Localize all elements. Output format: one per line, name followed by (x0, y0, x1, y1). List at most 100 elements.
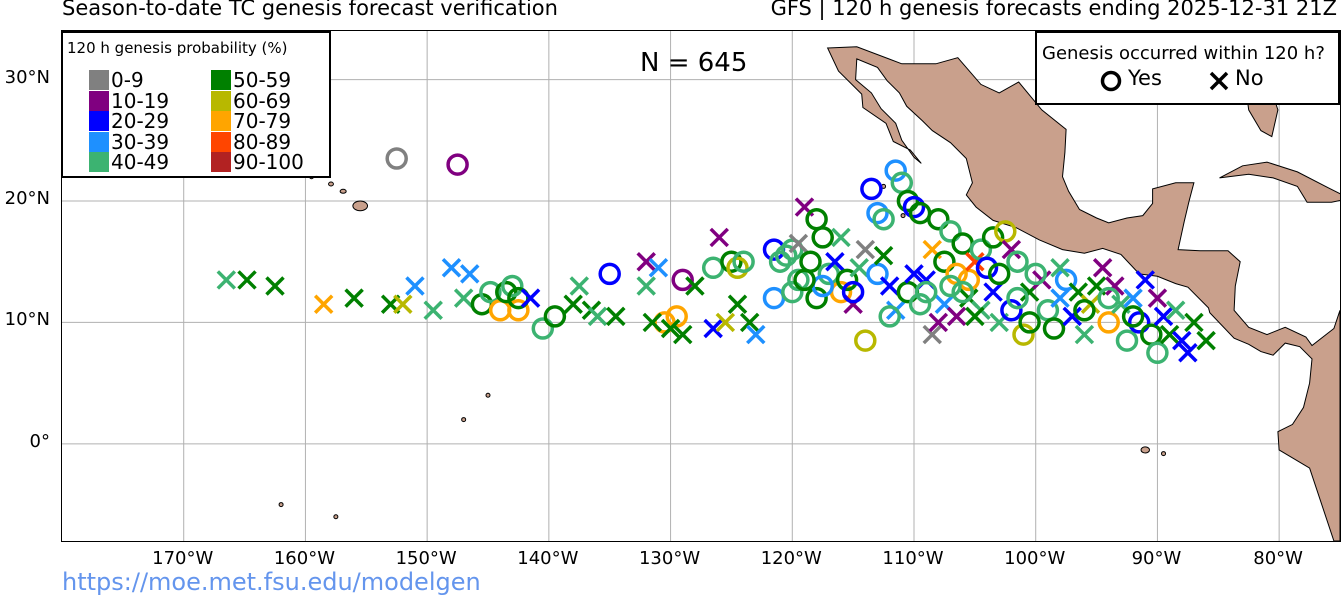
genesis-no-marker (739, 312, 760, 333)
longitude-label: 120°W (760, 548, 822, 569)
genesis-yes-marker (841, 280, 865, 304)
genesis-yes-marker (939, 220, 962, 243)
genesis-no-marker (1178, 343, 1198, 363)
legend-bin-label: 20-29 (111, 109, 170, 133)
model-run-title: GFS | 120 h genesis forecasts ending 202… (770, 0, 1337, 20)
genesis-no-marker (1062, 306, 1082, 327)
legend-bin-label: 60-69 (233, 88, 292, 113)
genesis-yes-marker (671, 268, 694, 292)
legend-swatch (211, 90, 231, 111)
genesis-no-marker (520, 288, 541, 308)
latitude-label: 20°N (4, 188, 50, 209)
cuba (1219, 161, 1340, 203)
genesis-yes-marker (507, 299, 530, 322)
island (339, 188, 347, 194)
genesis-yes-marker (805, 207, 828, 231)
genesis-yes-marker (914, 280, 938, 304)
genesis-no-marker (569, 276, 590, 296)
legend-bin-label: 50-59 (233, 68, 292, 92)
genesis-yes-marker (896, 189, 920, 213)
genesis-yes-marker (598, 262, 621, 286)
genesis-yes-marker (1121, 305, 1145, 328)
latitude-label: 10°N (4, 309, 50, 331)
genesis-no-marker (946, 306, 967, 327)
genesis-no-marker (393, 294, 413, 314)
legend-swatch (89, 152, 109, 172)
genesis-no-marker (1135, 270, 1155, 290)
genesis-yes-marker (1073, 299, 1096, 322)
genesis-no-marker (313, 294, 334, 314)
genesis-no-marker (453, 288, 474, 308)
genesis-no-marker (1050, 288, 1070, 308)
genesis-no-marker (727, 294, 748, 314)
genesis-yes-marker (479, 280, 502, 304)
source-url-link[interactable]: https://moe.met.fsu.edu/modelgen (62, 568, 481, 596)
genesis-yes-marker (951, 232, 974, 255)
genesis-yes-marker (787, 268, 810, 292)
genesis-no-marker (1074, 324, 1095, 345)
genesis-no-marker (265, 276, 285, 296)
genesis-yes-marker (878, 305, 901, 328)
genesis-no-marker (673, 324, 693, 345)
genesis-yes-marker (1000, 299, 1023, 322)
genesis-yes-marker (507, 286, 530, 310)
genesis-no-marker (855, 239, 876, 260)
genesis-yes-marker (981, 226, 1005, 249)
genesis-yes-marker (908, 292, 932, 316)
longitude-label: 170°W (152, 548, 214, 569)
genesis-yes-marker (488, 299, 512, 322)
genesis-yes-marker (811, 226, 834, 249)
genesis-no-marker (904, 264, 924, 284)
genesis-no-marker (648, 258, 669, 278)
legend-bin-label: 0-9 (111, 68, 144, 92)
genesis-yes-marker (768, 250, 792, 273)
legend-swatch (211, 152, 231, 172)
genesis-no-marker (1001, 239, 1022, 260)
genesis-yes-marker (805, 286, 828, 310)
legend-swatch (211, 111, 231, 131)
genesis-no-marker (928, 312, 949, 333)
genesis-yes-marker (1140, 323, 1163, 346)
island (461, 417, 467, 423)
genesis-yes-marker (501, 274, 524, 298)
yes-label: Yes (1128, 66, 1162, 90)
genesis-yes-marker (939, 274, 962, 298)
legend-bin-label: 80-89 (233, 129, 292, 154)
genesis-yes-marker (543, 305, 567, 328)
genesis-no-marker (1165, 300, 1186, 321)
genesis-yes-marker (781, 238, 804, 261)
no-label: No (1235, 66, 1264, 90)
longitude-label: 130°W (638, 548, 701, 569)
genesis-yes-marker (927, 207, 950, 231)
genesis-yes-marker (1115, 329, 1139, 352)
genesis-no-marker (1172, 330, 1192, 351)
genesis-no-marker (685, 276, 705, 296)
page-title: Season-to-date TC genesis forecast verif… (62, 0, 558, 20)
genesis-no-marker (1184, 312, 1204, 333)
genesis-no-marker (423, 300, 443, 321)
genesis-no-marker (563, 294, 583, 314)
genesis-yes-marker (1042, 317, 1066, 340)
genesis-no-marker (1050, 258, 1070, 278)
genesis-yes-marker (1006, 286, 1029, 310)
genesis-yes-marker (835, 268, 859, 292)
genesis-yes-marker (1012, 323, 1035, 346)
genesis-no-marker (636, 251, 656, 272)
genesis-no-marker (344, 288, 364, 308)
map-panel (61, 30, 1341, 542)
genesis-yes-marker (933, 250, 956, 273)
island (328, 181, 334, 187)
longitude-label: 80°W (1253, 548, 1303, 569)
genesis-yes-marker (902, 195, 926, 219)
genesis-no-marker (606, 306, 626, 327)
genesis-yes-marker (720, 250, 743, 273)
genesis-no-marker (715, 312, 736, 333)
genesis-yes-marker (987, 262, 1011, 286)
genesis-no-marker (703, 318, 723, 339)
genesis-yes-marker (866, 262, 889, 286)
genesis-yes-marker (860, 177, 883, 201)
latitude-label: 0° (29, 430, 50, 452)
longitude-label: 110°W (882, 548, 944, 569)
genesis-yes-marker (762, 286, 786, 310)
genesis-yes-marker (975, 256, 999, 280)
